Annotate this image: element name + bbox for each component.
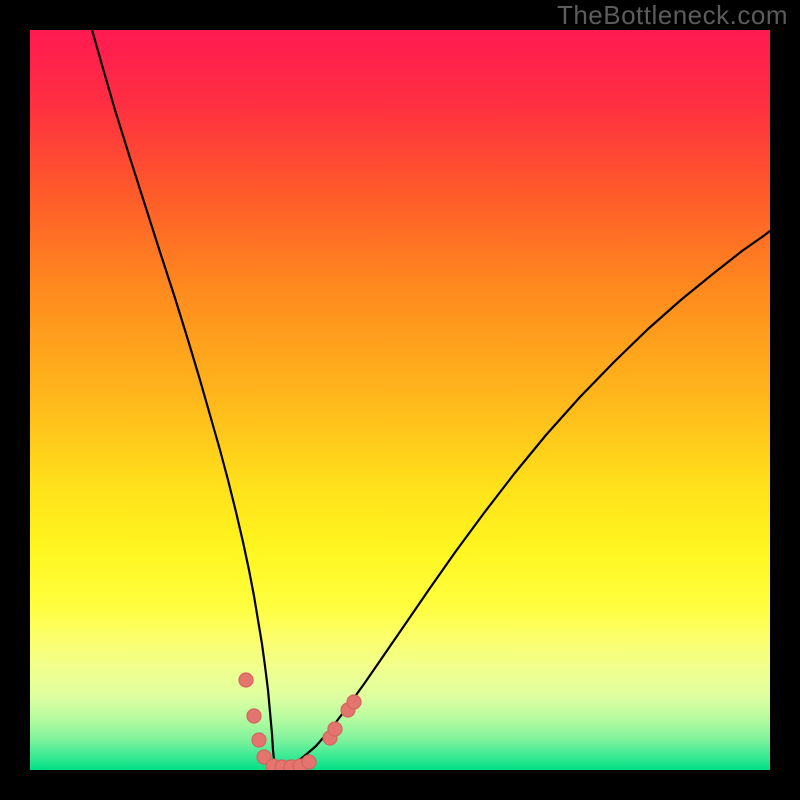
- marker-dot: [252, 733, 266, 747]
- marker-dot: [347, 695, 361, 709]
- left-curve: [92, 30, 276, 770]
- watermark-text: TheBottleneck.com: [557, 0, 788, 30]
- marker-dot: [247, 709, 261, 723]
- right-curve: [276, 231, 770, 770]
- marker-dot: [239, 673, 253, 687]
- figure-root: TheBottleneck.com: [0, 0, 800, 800]
- curve-overlay: [30, 30, 770, 770]
- marker-dot: [302, 755, 316, 769]
- marker-dot: [328, 722, 342, 736]
- source-watermark: TheBottleneck.com: [557, 0, 788, 31]
- plot-area: [30, 30, 770, 770]
